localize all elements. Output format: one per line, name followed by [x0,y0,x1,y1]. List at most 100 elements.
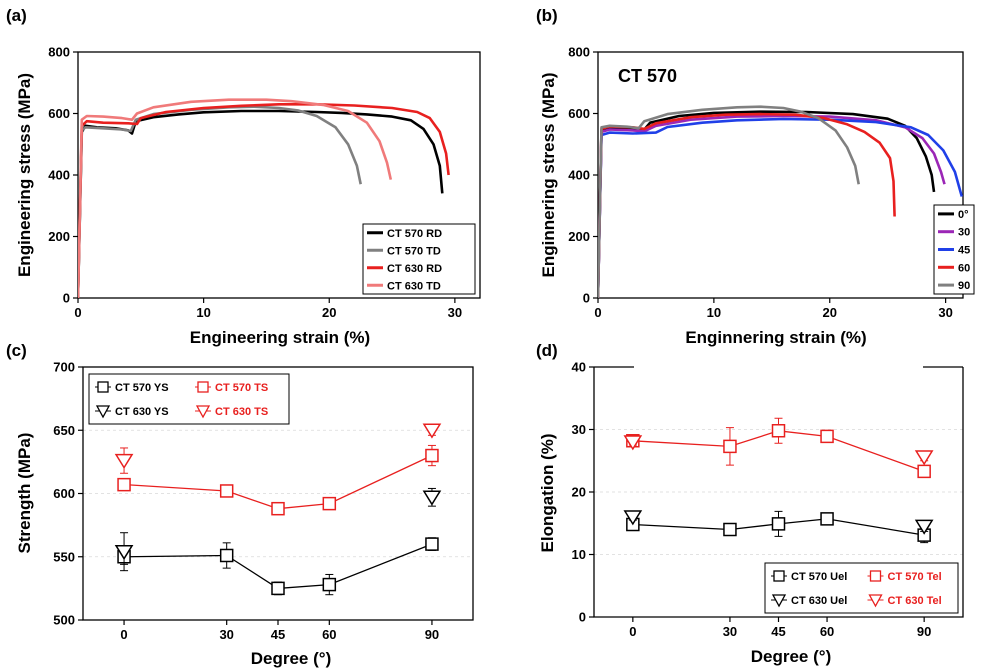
legend-label: 90 [958,280,970,292]
series-line-1 [598,114,946,298]
x-tick-label: 60 [322,627,336,642]
y-tick-label: 800 [568,45,590,60]
chart-3-axes: 0 30 45 60 90 0 10 20 30 40 [572,360,964,639]
chart-b-ylabel: Enginnering stress (MPa) [539,73,558,278]
data-point-1 [623,510,643,526]
x-tick-label: 45 [271,627,285,642]
legend-label: 30 [958,227,970,239]
x-tick-label: 30 [938,305,952,320]
legend-label: CT 630 TS [215,406,268,418]
x-tick-label: 45 [771,624,785,639]
legend-label: 45 [958,245,970,257]
x-tick-label: 30 [723,624,737,639]
chart-a-xlabel: Engineering strain (%) [190,328,370,347]
data-point-2 [425,448,439,463]
y-tick-label: 200 [48,229,70,244]
y-tick-label: 0 [63,291,70,306]
y-tick-label: 10 [572,547,586,562]
legend-label: CT 570 Uel [791,571,847,583]
legend-label: CT 630 TD [387,280,441,292]
y-tick-label: 400 [48,168,70,183]
chart-a-ylabel: Engineering stress (MPa) [15,73,34,277]
legend-label: CT 630 RD [387,263,442,275]
panel-label-d: (d) [536,341,558,360]
chart-3-series [623,417,934,544]
data-point-3 [623,435,643,451]
x-tick-label: 0 [120,627,127,642]
data-point-2 [117,477,131,492]
data-point-2 [917,464,931,479]
chart-1-axes: 0 10 20 30 0 200 400 600 800 [568,45,964,320]
legend-label: CT 570 TD [387,245,441,257]
panel-label-b: (b) [536,6,558,25]
x-tick-label: 60 [820,624,834,639]
data-point-2 [771,424,786,438]
data-point-0 [271,581,285,596]
series-line-2 [124,454,433,510]
legend-marker [95,405,111,419]
legend-label: CT 570 YS [115,382,169,394]
legend-marker [869,570,882,582]
series-line-3 [78,98,393,298]
chart-2-legend: CT 570 YS CT 570 TS CT 630 YS CT 630 TS [88,373,290,425]
y-tick-label: 550 [53,549,75,564]
data-point-2 [820,429,834,444]
chart-0-series [78,98,450,298]
chart-2-series [114,423,442,596]
data-point-3 [422,423,442,439]
chart-d-ylabel: Elongation (%) [538,434,557,553]
legend-label: CT 630 YS [115,406,169,418]
chart-0-axes: 0 10 20 30 0 200 400 600 800 [48,45,481,320]
legend-box [764,562,959,614]
legend-label: CT 630 Tel [888,595,942,607]
legend-marker [868,594,883,608]
x-tick-label: 90 [917,624,931,639]
legend-label: CT 570 RD [387,228,442,240]
chart-1-legend: 0° 30 45 60 90 [933,204,975,295]
data-point-0 [219,548,234,563]
y-tick-label: 500 [53,613,75,628]
y-tick-label: 700 [53,360,75,375]
data-point-2 [271,501,285,516]
legend-marker [97,381,109,393]
chart-0-legend: CT 570 RD CT 570 TD CT 630 RD CT 630 TD [362,223,476,295]
data-point-1 [422,490,442,506]
chart-d-xlabel: Degree (°) [751,647,831,666]
y-tick-label: 400 [568,168,590,183]
data-point-0 [820,512,834,526]
legend-label: 60 [958,262,970,274]
series-line-3 [598,112,896,298]
legend-marker [195,405,211,419]
y-tick-label: 600 [48,106,70,121]
y-tick-label: 600 [53,486,75,501]
series-line-1 [78,105,362,298]
x-tick-label: 0 [74,305,81,320]
legend-label: CT 570 Tel [888,571,942,583]
series-line-0 [598,110,936,298]
data-point-2 [219,484,234,498]
chart-3-legend: CT 570 Uel CT 570 Tel CT 630 Uel CT 630 Tel [764,562,959,614]
chart-2-axes: 0 30 45 60 90 500 550 600 650 700 [53,360,474,642]
y-tick-label: 650 [53,423,75,438]
series-line-4 [598,105,860,298]
series-line-2 [598,117,963,298]
legend-box [88,373,290,425]
data-point-3 [114,453,134,470]
series-line-2 [78,103,450,298]
y-tick-label: 0 [583,291,590,306]
chart-1-series [598,105,963,298]
data-point-0 [771,517,786,531]
panel-label-a: (a) [6,6,27,25]
data-point-1 [914,519,934,535]
panel-label-c: (c) [6,341,27,360]
legend-box [362,223,476,295]
x-tick-label: 0 [629,624,636,639]
legend-label: CT 630 Uel [791,595,847,607]
x-tick-label: 30 [219,627,233,642]
legend-label: CT 570 TS [215,382,268,394]
y-tick-label: 800 [48,45,70,60]
chart-b-xlabel: Enginnering strain (%) [685,328,866,347]
x-tick-label: 90 [425,627,439,642]
y-tick-label: 0 [579,610,586,625]
x-tick-label: 30 [448,305,462,320]
